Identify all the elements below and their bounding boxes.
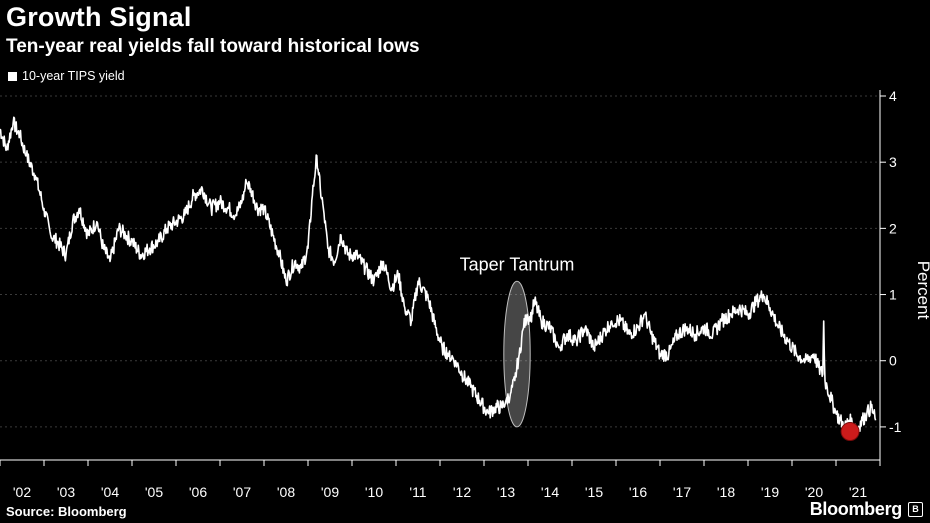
- x-tick-label: '08: [277, 484, 295, 500]
- y-tick-label: 4: [889, 88, 897, 104]
- x-tick-label: '21: [849, 484, 867, 500]
- y-tick-label: 0: [889, 353, 897, 369]
- x-tick-label: '17: [673, 484, 691, 500]
- x-tick-label: '14: [541, 484, 559, 500]
- y-axis: 4 3 2 1 0 -1 Percent: [879, 88, 930, 460]
- y-tick-label: -1: [889, 419, 902, 435]
- x-tick-label: '04: [101, 484, 119, 500]
- x-axis: '02 '03 '04 '05 '06 '07 '08 '09 '10 '11 '12 '13 '14 '…: [0, 459, 881, 500]
- chart-title: Growth Signal: [6, 2, 192, 32]
- legend-label: 10-year TIPS yield: [22, 69, 125, 83]
- taper-tantrum-label: Taper Tantrum: [460, 254, 575, 274]
- x-tick-label: '06: [189, 484, 207, 500]
- legend-swatch: [8, 71, 17, 81]
- bloomberg-icon: B: [908, 502, 923, 517]
- y-tick-label: 2: [889, 220, 897, 236]
- x-tick-label: '18: [717, 484, 735, 500]
- y-tick-label: 1: [889, 287, 897, 303]
- x-tick-label: '15: [585, 484, 603, 500]
- x-tick-label: '19: [761, 484, 779, 500]
- x-tick-label: '12: [453, 484, 471, 500]
- x-tick-label: '20: [805, 484, 823, 500]
- x-tick-label: '05: [145, 484, 163, 500]
- x-tick-label: '09: [321, 484, 339, 500]
- x-tick-label: '11: [409, 484, 426, 500]
- brand-name: Bloomberg: [809, 499, 903, 519]
- x-tick-label: '07: [233, 484, 251, 500]
- y-axis-label: Percent: [914, 261, 930, 320]
- x-tick-label: '16: [629, 484, 647, 500]
- chart-subtitle: Ten-year real yields fall toward histori…: [6, 36, 420, 57]
- y-tick-label: 3: [889, 154, 897, 170]
- source-note: Source: Bloomberg: [6, 504, 127, 519]
- markers: [840, 422, 860, 442]
- brand-logo: Bloomberg B: [810, 499, 923, 520]
- legend: 10-year TIPS yield: [8, 69, 125, 83]
- x-tick-label: '13: [497, 484, 515, 500]
- series-group: [0, 116, 877, 433]
- x-tick-label: '02: [13, 484, 31, 500]
- low-point-marker: [840, 422, 860, 442]
- gridlines: [0, 95, 880, 428]
- series-line-tips-yield: [0, 116, 877, 433]
- x-tick-label: '10: [365, 484, 383, 500]
- x-tick-label: '03: [57, 484, 75, 500]
- taper-tantrum-ellipse: [503, 280, 531, 428]
